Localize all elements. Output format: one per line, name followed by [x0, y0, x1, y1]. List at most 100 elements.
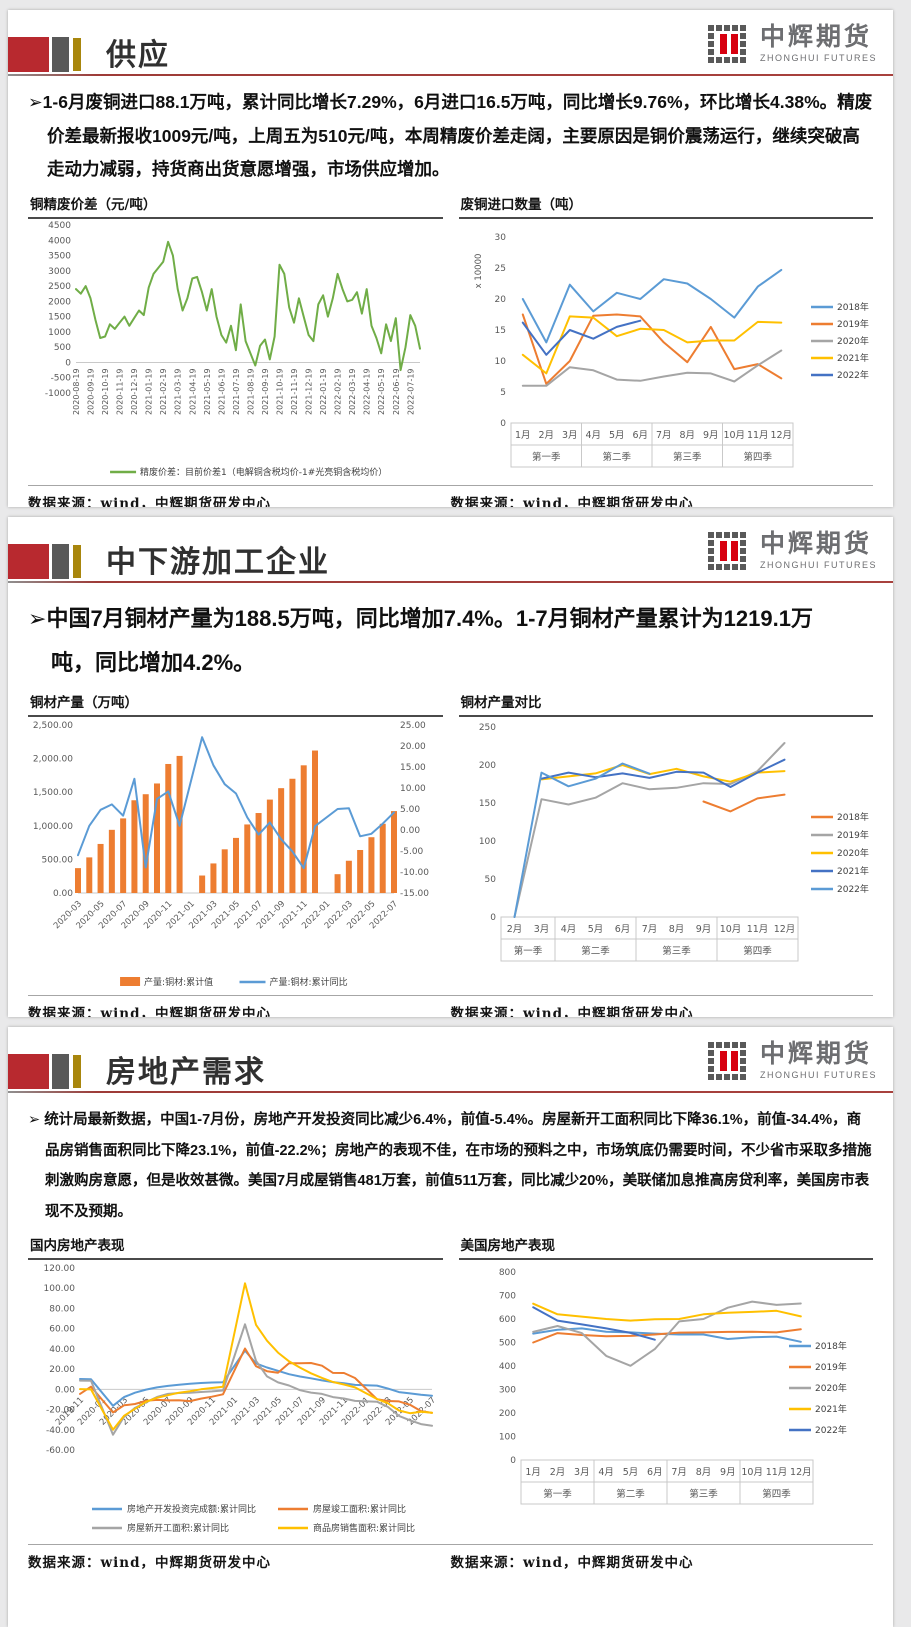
svg-text:2月: 2月 [549, 1467, 565, 1478]
svg-text:2020-08-19: 2020-08-19 [72, 368, 81, 415]
bullet-arrow-icon: ➢ [28, 92, 43, 112]
svg-text:120.00: 120.00 [44, 1264, 76, 1274]
svg-text:-500: -500 [51, 374, 72, 384]
svg-text:2022-06-19: 2022-06-19 [392, 368, 401, 415]
chart-title: 铜材产量对比 [458, 691, 873, 717]
svg-text:第一季: 第一季 [531, 451, 560, 463]
svg-text:第二季: 第二季 [616, 1488, 645, 1500]
svg-text:80.00: 80.00 [49, 1304, 75, 1314]
zhonghui-logo-icon [708, 25, 746, 63]
svg-text:2500: 2500 [48, 282, 71, 292]
svg-text:2021-07-19: 2021-07-19 [232, 368, 241, 415]
svg-text:第一季: 第一季 [513, 945, 542, 957]
brand-text: 中辉期货 ZHONGHUI FUTURES [760, 25, 877, 64]
brand-subname: ZHONGHUI FUTURES [760, 53, 877, 63]
sources-row: 数据来源：wind，中辉期货研发中心 数据来源：wind，中辉期货研发中心 [28, 1543, 873, 1571]
svg-text:精废价差：目前价差1（电解铜含税均价-1#光亮铜含税均价）: 精废价差：目前价差1（电解铜含税均价-1#光亮铜含税均价） [140, 466, 387, 478]
svg-text:-40.00: -40.00 [46, 1426, 75, 1436]
accent-gold-block [73, 545, 81, 578]
brand-logo: 中辉期货 ZHONGHUI FUTURES [708, 25, 877, 63]
svg-text:0.00: 0.00 [400, 826, 420, 836]
report-page: { "brand": {"name": "中辉期货", "subname": "… [8, 10, 893, 1627]
svg-text:第二季: 第二季 [602, 451, 631, 463]
svg-text:10月: 10月 [723, 430, 745, 441]
svg-text:2020-10-19: 2020-10-19 [101, 368, 110, 415]
svg-text:第三季: 第三季 [662, 945, 691, 957]
svg-text:500: 500 [498, 1338, 515, 1348]
svg-text:10月: 10月 [719, 924, 741, 935]
accent-gold-block [73, 38, 81, 71]
accent-red-block [8, 1054, 49, 1089]
svg-text:9月: 9月 [720, 1467, 736, 1478]
svg-text:60.00: 60.00 [49, 1325, 75, 1335]
svg-text:50: 50 [484, 875, 496, 885]
svg-text:5月: 5月 [587, 924, 603, 935]
bullet-arrow-icon: ➢ [28, 1112, 41, 1128]
svg-text:12月: 12月 [773, 924, 795, 935]
svg-text:4月: 4月 [598, 1467, 614, 1478]
brand-logo: 中辉期货 ZHONGHUI FUTURES [708, 1042, 877, 1080]
svg-text:第三季: 第三季 [689, 1488, 718, 1500]
charts-row: 铜精废价差（元/吨） -1000 -500 0 500 1000 1500 2000 2500… [8, 193, 893, 483]
svg-text:2019年: 2019年 [837, 829, 869, 841]
svg-text:1,000.00: 1,000.00 [33, 822, 73, 832]
svg-text:4500: 4500 [48, 221, 71, 231]
chart-card-china-realestate: 国内房地产表现 -60.00 -40.00 -20.00 0.00 20.00 40.00… [28, 1234, 443, 1542]
svg-text:2022-04-19: 2022-04-19 [363, 368, 372, 415]
chart-copper-spread: -1000 -500 0 500 1000 1500 2000 2500 3000 3500 400… [28, 219, 443, 483]
data-source-right: 数据来源：wind，中辉期货研发中心 [450, 1006, 694, 1017]
svg-text:产量:铜材:累计同比: 产量:铜材:累计同比 [270, 976, 348, 988]
svg-text:0: 0 [490, 913, 496, 923]
svg-text:第四季: 第四季 [743, 451, 772, 463]
svg-text:2月: 2月 [506, 924, 522, 935]
chart-copper-output: 0.00 500.00 1,000.00 1,500.00 2,000.00 2,500.… [28, 717, 443, 993]
svg-text:600: 600 [498, 1315, 515, 1325]
accent-gold-block [73, 1055, 81, 1088]
svg-text:2020-09-19: 2020-09-19 [87, 368, 96, 415]
slide-processing: 中下游加工企业 中辉期货 ZHONGHUI FUTURES ➢中国7月铜材产量为… [8, 517, 893, 1017]
svg-text:9月: 9月 [702, 430, 718, 441]
svg-text:2021-03-19: 2021-03-19 [174, 368, 183, 415]
svg-text:第二季: 第二季 [581, 945, 610, 957]
summary-body: 中国7月铜材产量为188.5万吨，同比增加7.4%。1-7月铜材产量累计为121… [46, 606, 813, 675]
svg-text:400: 400 [498, 1362, 515, 1372]
svg-text:2019年: 2019年 [815, 1361, 847, 1373]
slide-header: 中下游加工企业 中辉期货 ZHONGHUI FUTURES [8, 517, 893, 581]
svg-text:8月: 8月 [668, 924, 684, 935]
svg-text:2021年: 2021年 [815, 1403, 847, 1415]
svg-text:15: 15 [494, 326, 505, 336]
svg-text:-15.00: -15.00 [400, 889, 429, 899]
svg-text:2018年: 2018年 [837, 301, 869, 313]
svg-text:100.00: 100.00 [44, 1284, 76, 1294]
svg-text:2021-09-19: 2021-09-19 [261, 368, 270, 415]
svg-text:房屋新开工面积:累计同比: 房屋新开工面积:累计同比 [127, 1522, 229, 1534]
svg-text:2022-07-19: 2022-07-19 [406, 368, 415, 415]
svg-text:11月: 11月 [746, 924, 768, 935]
svg-text:-10.00: -10.00 [400, 868, 429, 878]
svg-text:0.00: 0.00 [53, 889, 73, 899]
svg-text:2021-05-19: 2021-05-19 [203, 368, 212, 415]
svg-text:25.00: 25.00 [400, 721, 426, 731]
brand-name: 中辉期货 [760, 1040, 873, 1068]
svg-text:0: 0 [65, 358, 71, 368]
svg-text:500: 500 [54, 343, 71, 353]
summary-text: ➢1-6月废铜进口88.1万吨，累计同比增长7.29%，6月进口16.5万吨，同… [28, 86, 873, 187]
svg-text:2020-12-19: 2020-12-19 [130, 368, 139, 415]
svg-text:2021-01-19: 2021-01-19 [145, 368, 154, 415]
summary-text: ➢ 统计局最新数据，中国1-7月份，房地产开发投资同比减少6.4%，前值-5.4… [28, 1105, 873, 1228]
chart-card-copper-output: 铜材产量（万吨） 0.00 500.00 1,000.00 1,500.00 2,000… [28, 691, 443, 993]
charts-row: 铜材产量（万吨） 0.00 500.00 1,000.00 1,500.00 2,000… [8, 691, 893, 993]
svg-text:0: 0 [510, 1456, 516, 1466]
chart-card-copper-spread: 铜精废价差（元/吨） -1000 -500 0 500 1000 1500 2000 2500… [28, 193, 443, 483]
svg-text:15.00: 15.00 [400, 763, 426, 773]
svg-text:2022-02-19: 2022-02-19 [334, 368, 343, 415]
svg-text:2,000.00: 2,000.00 [33, 755, 73, 765]
bullet-arrow-icon: ➢ [28, 606, 47, 631]
svg-text:3000: 3000 [48, 267, 71, 277]
chart-scrap-imports: 0 5 10 15 20 25 30 x 10000 第一季 第二季 第三季 第四季 1月 2月 3月 4月 5… [459, 219, 874, 483]
brand-text: 中辉期货 ZHONGHUI FUTURES [760, 532, 877, 571]
svg-text:3月: 3月 [561, 430, 577, 441]
svg-text:-20.00: -20.00 [46, 1405, 75, 1415]
svg-text:10月: 10月 [741, 1467, 763, 1478]
svg-text:2020年: 2020年 [815, 1382, 847, 1394]
